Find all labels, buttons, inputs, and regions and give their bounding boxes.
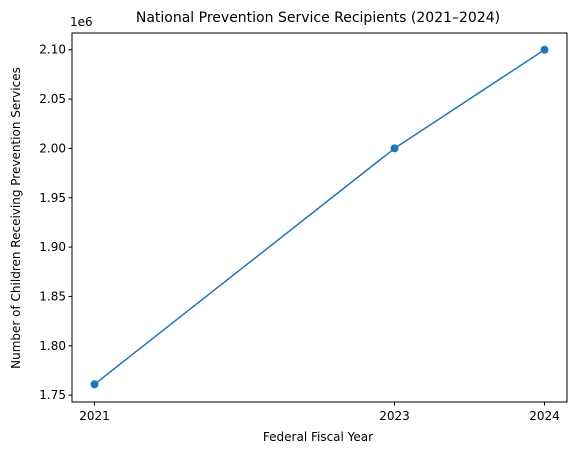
y-offset-label: 1e6 bbox=[70, 15, 93, 29]
x-tick-label: 2023 bbox=[379, 409, 410, 423]
y-tick-label: 2.10 bbox=[39, 43, 66, 57]
y-tick-label: 2.00 bbox=[39, 141, 66, 155]
y-tick-label: 2.05 bbox=[39, 92, 66, 106]
data-point bbox=[540, 45, 549, 54]
y-tick-label: 1.80 bbox=[39, 339, 66, 353]
data-point bbox=[390, 144, 399, 153]
y-tick-label: 1.90 bbox=[39, 240, 66, 254]
plot-frame bbox=[71, 32, 568, 403]
y-tick-label: 1.75 bbox=[39, 388, 66, 402]
y-tick-label: 1.85 bbox=[39, 289, 66, 303]
x-axis-label: Federal Fiscal Year bbox=[263, 430, 373, 444]
y-axis-label: Number of Children Receiving Prevention … bbox=[9, 67, 23, 369]
y-tick-label: 1.95 bbox=[39, 191, 66, 205]
chart-title: National Prevention Service Recipients (… bbox=[136, 10, 500, 26]
x-tick-label: 2021 bbox=[79, 409, 110, 423]
data-point bbox=[90, 380, 99, 389]
x-tick-label: 2024 bbox=[529, 409, 560, 423]
plot-area: 1.75 1.80 1.85 1.90 1.95 2.00 2.05 2.10 2021 2023… bbox=[39, 43, 559, 423]
